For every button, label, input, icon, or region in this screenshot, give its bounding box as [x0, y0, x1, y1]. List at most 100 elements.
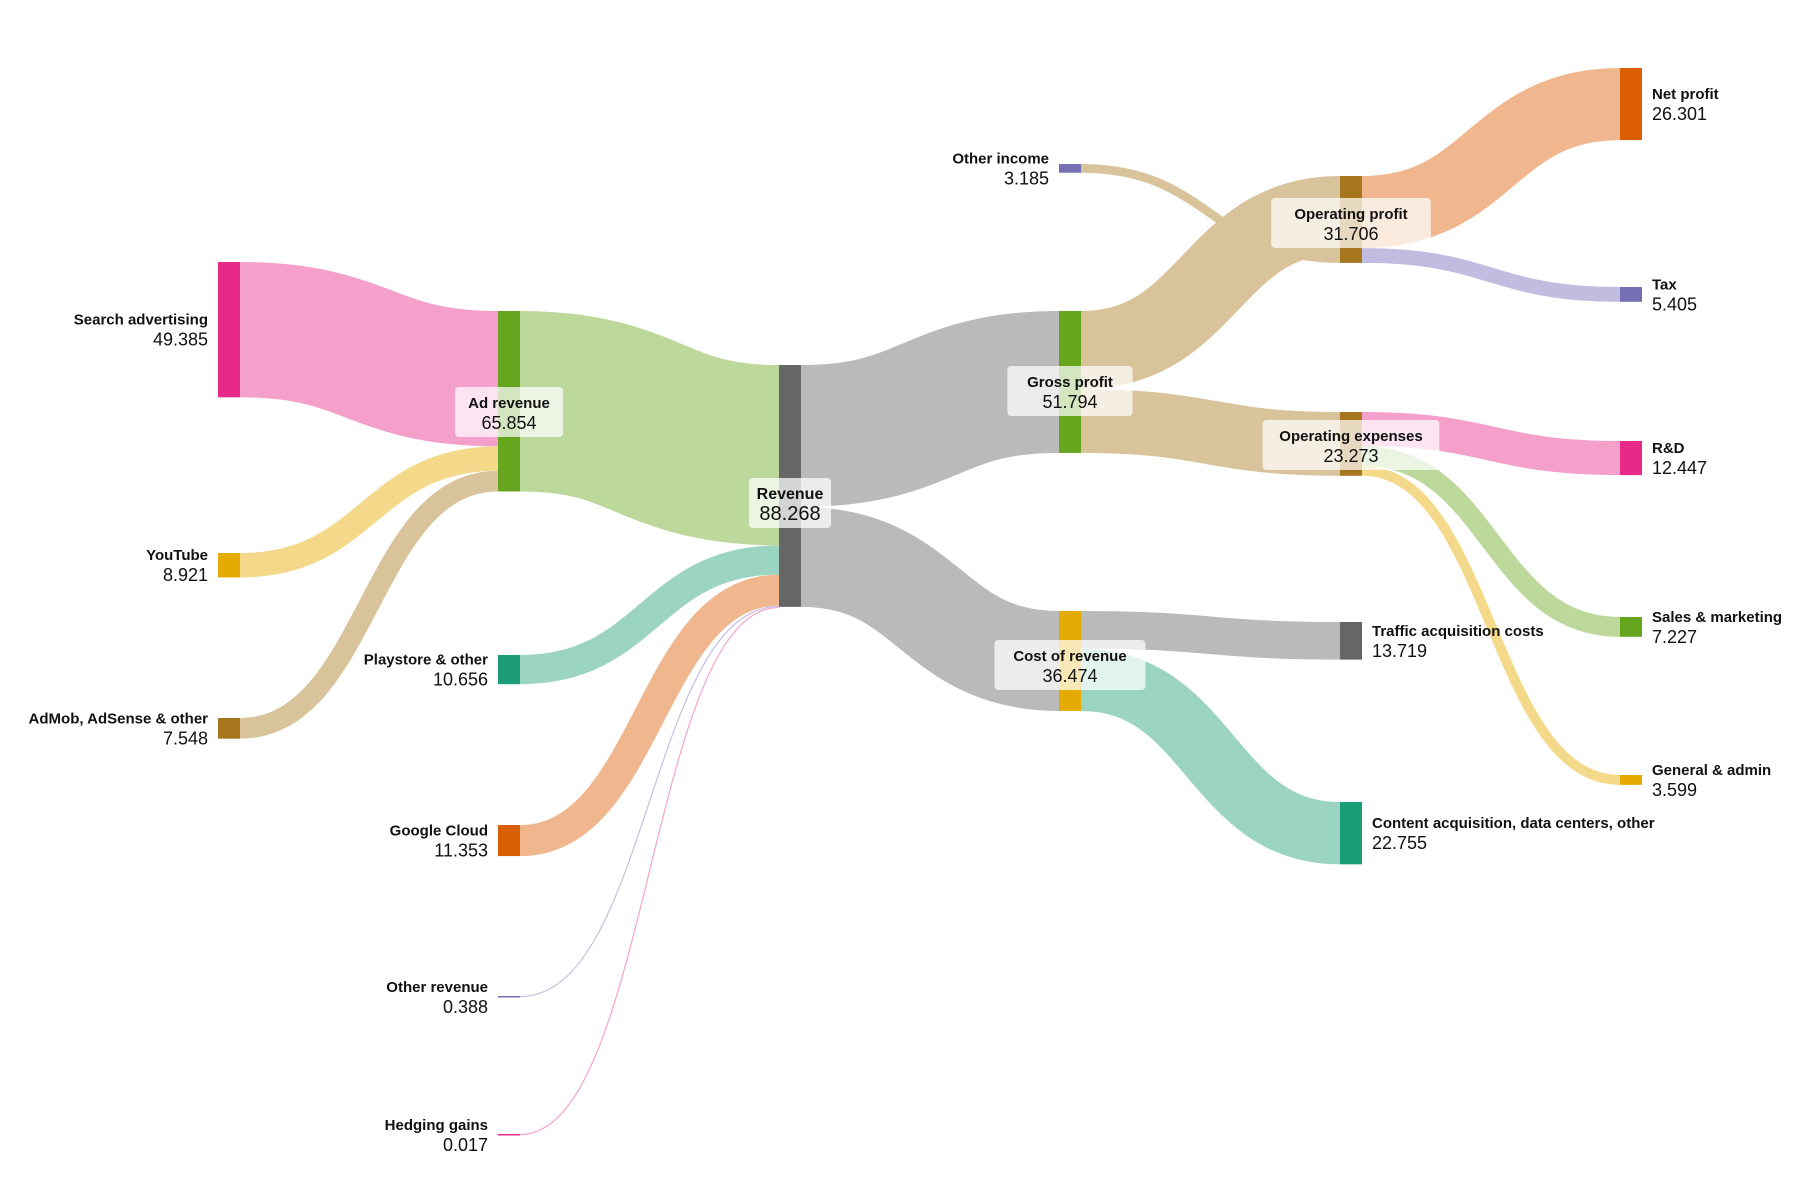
link-admob-to-adrev — [239, 470, 499, 739]
node-sales — [1620, 617, 1642, 637]
label-opex-box — [1262, 420, 1440, 470]
link-cloud-to-revenue — [519, 574, 780, 857]
label-content-name: Content acquisition, data centers, other — [1372, 815, 1655, 832]
label-net-name: Net profit — [1652, 86, 1719, 103]
link-playstore-to-revenue — [519, 545, 780, 685]
label-tax-value: 5.405 — [1652, 294, 1697, 314]
link-opex-to-ga — [1361, 465, 1621, 785]
node-net — [1620, 68, 1642, 141]
link-search-to-adrev — [238, 261, 500, 447]
label-content-value: 22.755 — [1372, 833, 1427, 853]
label-tac-name: Traffic acquisition costs — [1372, 623, 1544, 640]
label-ga-name: General & admin — [1652, 762, 1771, 779]
link-cor-to-content — [1079, 648, 1342, 865]
node-playstore — [498, 655, 520, 685]
label-otherrev-value: 0.388 — [443, 997, 488, 1017]
label-cor-name: Cost of revenue — [1013, 648, 1126, 665]
label-revenue-box — [748, 478, 832, 528]
link-otherinc-to-opprofit — [1080, 163, 1341, 263]
label-sales-name: Sales & marketing — [1652, 609, 1782, 626]
label-cor-value: 36.474 — [1042, 666, 1097, 686]
label-playstore-name: Playstore & other — [364, 652, 488, 669]
label-rnd: R&D12.447 — [1652, 440, 1707, 478]
label-content: Content acquisition, data centers, other… — [1372, 815, 1655, 853]
node-ga — [1620, 775, 1642, 785]
link-hedging-to-revenue — [519, 606, 780, 1136]
label-playstore-value: 10.656 — [433, 670, 488, 690]
label-opex-name: Operating expenses — [1279, 428, 1422, 445]
label-revenue-value: 88.268 — [759, 503, 820, 525]
links-layer — [238, 67, 1622, 1136]
link-otherrev-to-revenue — [519, 605, 780, 998]
label-youtube-value: 8.921 — [163, 565, 208, 585]
label-opprofit-value: 31.706 — [1323, 224, 1378, 244]
label-admob-value: 7.548 — [163, 728, 208, 748]
label-hedging-value: 0.017 — [443, 1135, 488, 1155]
node-youtube — [218, 553, 240, 578]
label-otherrev-name: Other revenue — [386, 979, 488, 996]
node-search — [218, 262, 240, 398]
label-adrev-name: Ad revenue — [468, 395, 550, 412]
node-otherrev — [498, 996, 520, 998]
node-admob — [218, 718, 240, 739]
node-rnd — [1620, 441, 1642, 476]
label-adrev-box — [455, 387, 563, 437]
link-youtube-to-adrev — [239, 446, 499, 578]
label-rnd-value: 12.447 — [1652, 458, 1707, 478]
label-hedging-name: Hedging gains — [385, 1117, 488, 1134]
label-cloud-name: Google Cloud — [390, 823, 488, 840]
label-otherinc-name: Other income — [952, 150, 1049, 167]
link-adrev-to-revenue — [518, 311, 781, 546]
label-tax-name: Tax — [1652, 276, 1677, 293]
link-opprofit-to-tax — [1361, 248, 1621, 302]
link-opprofit-to-net — [1360, 67, 1622, 249]
node-otherinc — [1059, 164, 1081, 173]
link-cor-to-tac — [1080, 610, 1341, 660]
label-net-value: 26.301 — [1652, 104, 1707, 124]
label-rnd-name: R&D — [1652, 440, 1685, 457]
label-sales-value: 7.227 — [1652, 627, 1697, 647]
node-tac — [1340, 622, 1362, 660]
label-gross-name: Gross profit — [1027, 374, 1113, 391]
label-search-name: Search advertising — [74, 312, 208, 329]
label-admob-name: AdMob, AdSense & other — [29, 710, 209, 727]
node-hedging — [498, 1134, 520, 1136]
label-search-value: 49.385 — [153, 330, 208, 350]
node-cloud — [498, 825, 520, 857]
node-tax — [1620, 287, 1642, 302]
label-youtube-name: YouTube — [146, 547, 208, 564]
label-otherinc-value: 3.185 — [1004, 168, 1049, 188]
label-cloud-value: 11.353 — [434, 841, 488, 861]
node-content — [1340, 802, 1362, 865]
label-opprofit-box — [1271, 198, 1431, 248]
label-cor-box — [994, 640, 1146, 690]
label-tac-value: 13.719 — [1372, 641, 1427, 661]
label-ga-value: 3.599 — [1652, 780, 1697, 800]
label-revenue-name: Revenue — [757, 486, 824, 503]
label-adrev-value: 65.854 — [481, 413, 536, 433]
label-gross-value: 51.794 — [1042, 392, 1097, 412]
label-opprofit-name: Operating profit — [1294, 206, 1407, 223]
label-opex-value: 23.273 — [1323, 446, 1378, 466]
